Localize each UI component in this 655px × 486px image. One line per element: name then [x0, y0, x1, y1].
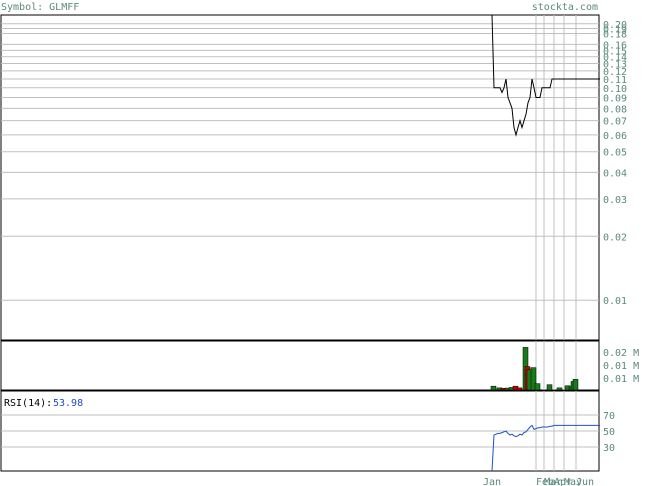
price-tick-label: 0.10	[603, 84, 627, 95]
time-tick-label: Mar	[544, 477, 562, 486]
volume-axis: 0.02 M 0.01 M 0.01 M	[603, 348, 639, 385]
volume-bar	[516, 387, 523, 391]
rsi-line	[491, 424, 600, 472]
price-tick-label: 0.18	[603, 30, 627, 41]
price-tick-label: 0.05	[603, 148, 627, 159]
symbol-label: Symbol: GLMFF	[1, 2, 79, 13]
price-line	[491, 14, 600, 137]
volume-bar	[534, 383, 541, 391]
price-tick-label: 0.11	[603, 75, 627, 86]
price-gridlines	[1, 23, 599, 301]
volume-bar	[546, 384, 553, 391]
volume-bar	[572, 379, 579, 391]
rsi-tick-label: 70	[603, 411, 615, 422]
price-tick-label: 0.14	[603, 53, 627, 64]
time-tick-label: May	[564, 477, 582, 486]
price-tick-label: 0.06	[603, 131, 627, 142]
price-tick-label: 0.16	[603, 40, 627, 51]
price-tick-label: 0.03	[603, 195, 627, 206]
price-tick-label: 0.08	[603, 104, 627, 115]
price-tick-label: 0.07	[603, 117, 627, 128]
rsi-label: RSI(14):	[4, 398, 52, 409]
time-gridlines	[535, 15, 577, 471]
price-panel	[0, 14, 600, 341]
time-tick-label: Feb	[536, 477, 554, 486]
price-tick-label: 0.13	[603, 60, 627, 71]
rsi-value: 53.98	[53, 398, 83, 409]
time-tick-label: Jun	[576, 477, 594, 486]
price-tick-label: 0.04	[603, 168, 627, 179]
price-tick-label: 0.02	[603, 232, 627, 243]
volume-tick-label: 0.02 M	[603, 348, 639, 359]
price-tick-label: 0.01	[603, 296, 627, 307]
volume-bar	[530, 367, 537, 391]
volume-bars	[490, 347, 579, 391]
volume-bar	[556, 387, 563, 391]
volume-panel	[0, 340, 600, 391]
volume-tick-label: 0.01 M	[603, 374, 639, 385]
site-name: stockta.com	[532, 2, 598, 13]
price-tick-label: 0.15	[603, 46, 627, 57]
price-tick-label: 0.19	[603, 25, 627, 36]
price-tick-label: 0.20	[603, 20, 627, 31]
price-tick-label: 0.12	[603, 67, 627, 78]
time-tick-label: Jan	[483, 477, 501, 486]
rsi-tick-label: 50	[603, 427, 615, 438]
price-tick-label: 0.09	[603, 93, 627, 104]
rsi-tick-label: 30	[603, 443, 615, 454]
time-tick-label: Apr	[554, 477, 572, 486]
rsi-axis: 70 50 30	[1, 411, 615, 454]
volume-tick-label: 0.01 M	[603, 361, 639, 372]
volume-bar	[490, 385, 497, 391]
price-axis: 0.200.190.180.160.150.140.130.120.110.10…	[603, 20, 627, 307]
